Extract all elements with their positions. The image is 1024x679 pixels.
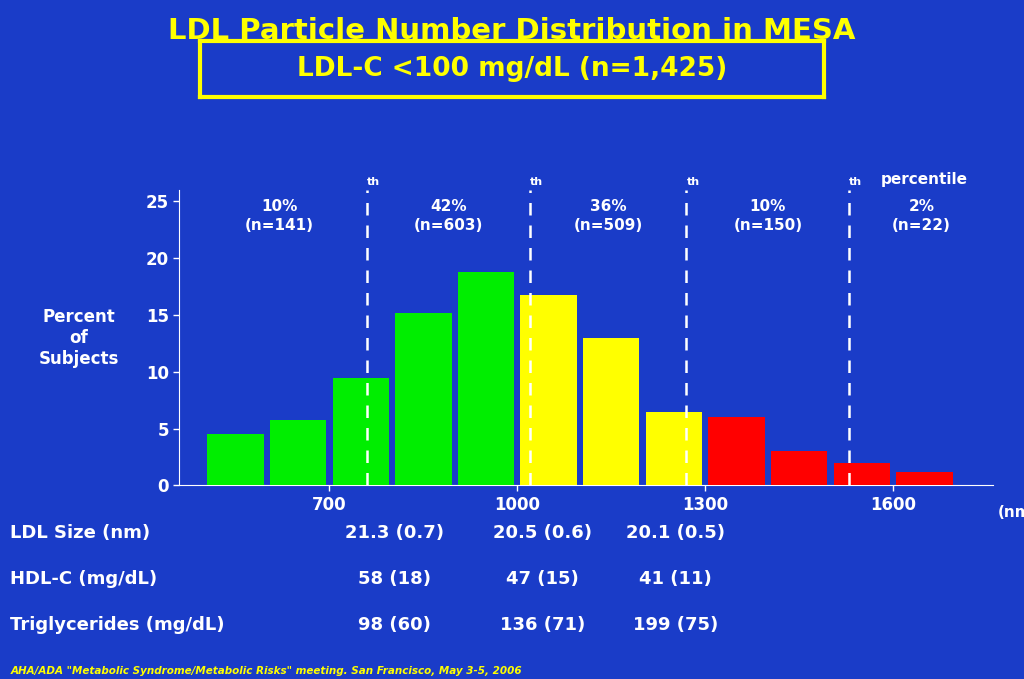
- Text: 10%
(n=141): 10% (n=141): [245, 199, 314, 233]
- Text: th: th: [529, 177, 543, 187]
- Text: th: th: [849, 177, 862, 187]
- Y-axis label: Percent
of
Subjects: Percent of Subjects: [39, 308, 119, 367]
- Bar: [395, 313, 452, 485]
- Text: Triglycerides (mg/dL): Triglycerides (mg/dL): [10, 616, 224, 634]
- Text: 199 (75): 199 (75): [633, 616, 719, 634]
- Bar: [520, 295, 577, 485]
- Text: 58 (18): 58 (18): [357, 570, 431, 587]
- Bar: [583, 338, 639, 485]
- Bar: [834, 463, 890, 485]
- Text: 20.5 (0.6): 20.5 (0.6): [494, 524, 592, 542]
- Bar: [771, 452, 827, 485]
- Text: 2%
(n=22): 2% (n=22): [892, 199, 950, 233]
- Text: 98 (60): 98 (60): [357, 616, 431, 634]
- Text: 36%
(n=509): 36% (n=509): [573, 199, 643, 233]
- Text: 42%
(n=603): 42% (n=603): [414, 199, 483, 233]
- Bar: [208, 435, 264, 485]
- Bar: [709, 418, 765, 485]
- Bar: [270, 420, 327, 485]
- Bar: [896, 472, 952, 485]
- Bar: [333, 378, 389, 485]
- Text: 136 (71): 136 (71): [500, 616, 586, 634]
- Text: th: th: [367, 177, 380, 187]
- Text: 21.3 (0.7): 21.3 (0.7): [345, 524, 443, 542]
- Text: HDL-C (mg/dL): HDL-C (mg/dL): [10, 570, 158, 587]
- Text: (nmol/L): (nmol/L): [997, 504, 1024, 519]
- Text: 20.1 (0.5): 20.1 (0.5): [627, 524, 725, 542]
- Text: th: th: [686, 177, 699, 187]
- Text: LDL-C <100 mg/dL (n=1,425): LDL-C <100 mg/dL (n=1,425): [297, 56, 727, 82]
- Text: 10%
(n=150): 10% (n=150): [733, 199, 803, 233]
- Bar: [458, 272, 514, 485]
- Text: LDL Particle Number Distribution in MESA: LDL Particle Number Distribution in MESA: [168, 17, 856, 45]
- Text: AHA/ADA "Metabolic Syndrome/Metabolic Risks" meeting. San Francisco, May 3-5, 20: AHA/ADA "Metabolic Syndrome/Metabolic Ri…: [10, 665, 522, 676]
- Text: 47 (15): 47 (15): [506, 570, 580, 587]
- Text: LDL Size (nm): LDL Size (nm): [10, 524, 151, 542]
- Text: 41 (11): 41 (11): [639, 570, 713, 587]
- Bar: [646, 411, 702, 485]
- Text: percentile: percentile: [881, 172, 968, 187]
